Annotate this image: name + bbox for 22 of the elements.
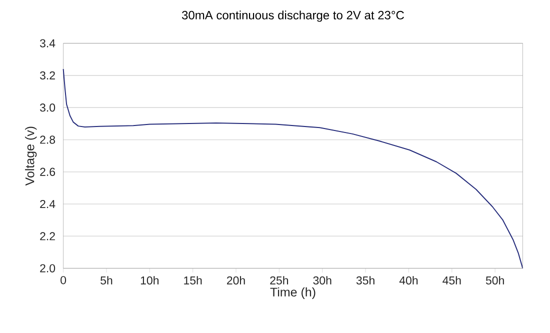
x-tick-label: 50h	[486, 276, 504, 285]
y-tick-label: 2.2	[40, 232, 55, 240]
y-tick-label: 2.4	[40, 200, 56, 208]
x-tick-label: 5h	[100, 276, 112, 285]
x-tick-label: 15h	[184, 276, 202, 285]
x-tick-label: 20h	[226, 276, 245, 285]
y-axis-title: Voltage (v)	[25, 126, 37, 186]
chart-title: 30mA continuous discharge to 2V at 23°C	[182, 10, 404, 22]
x-tick-label: 25h	[270, 276, 288, 285]
y-tick-label: 3.0	[40, 104, 56, 112]
x-tick-label: 0	[60, 276, 66, 284]
x-tick-label: 30h	[313, 276, 332, 285]
y-tick-label: 3.2	[40, 71, 55, 80]
y-tick-label: 2.0	[40, 264, 56, 272]
x-tick-label: 10h	[140, 276, 159, 285]
x-tick-label: 35h	[356, 276, 374, 285]
y-tick-label: 2.8	[40, 136, 56, 144]
x-axis-title: Time (h)	[270, 287, 316, 300]
y-tick-label: 3.4	[40, 39, 56, 48]
y-tick-label: 2.6	[40, 168, 56, 176]
x-tick-label: 45h	[442, 276, 461, 285]
x-tick-label: 40h	[399, 276, 418, 285]
